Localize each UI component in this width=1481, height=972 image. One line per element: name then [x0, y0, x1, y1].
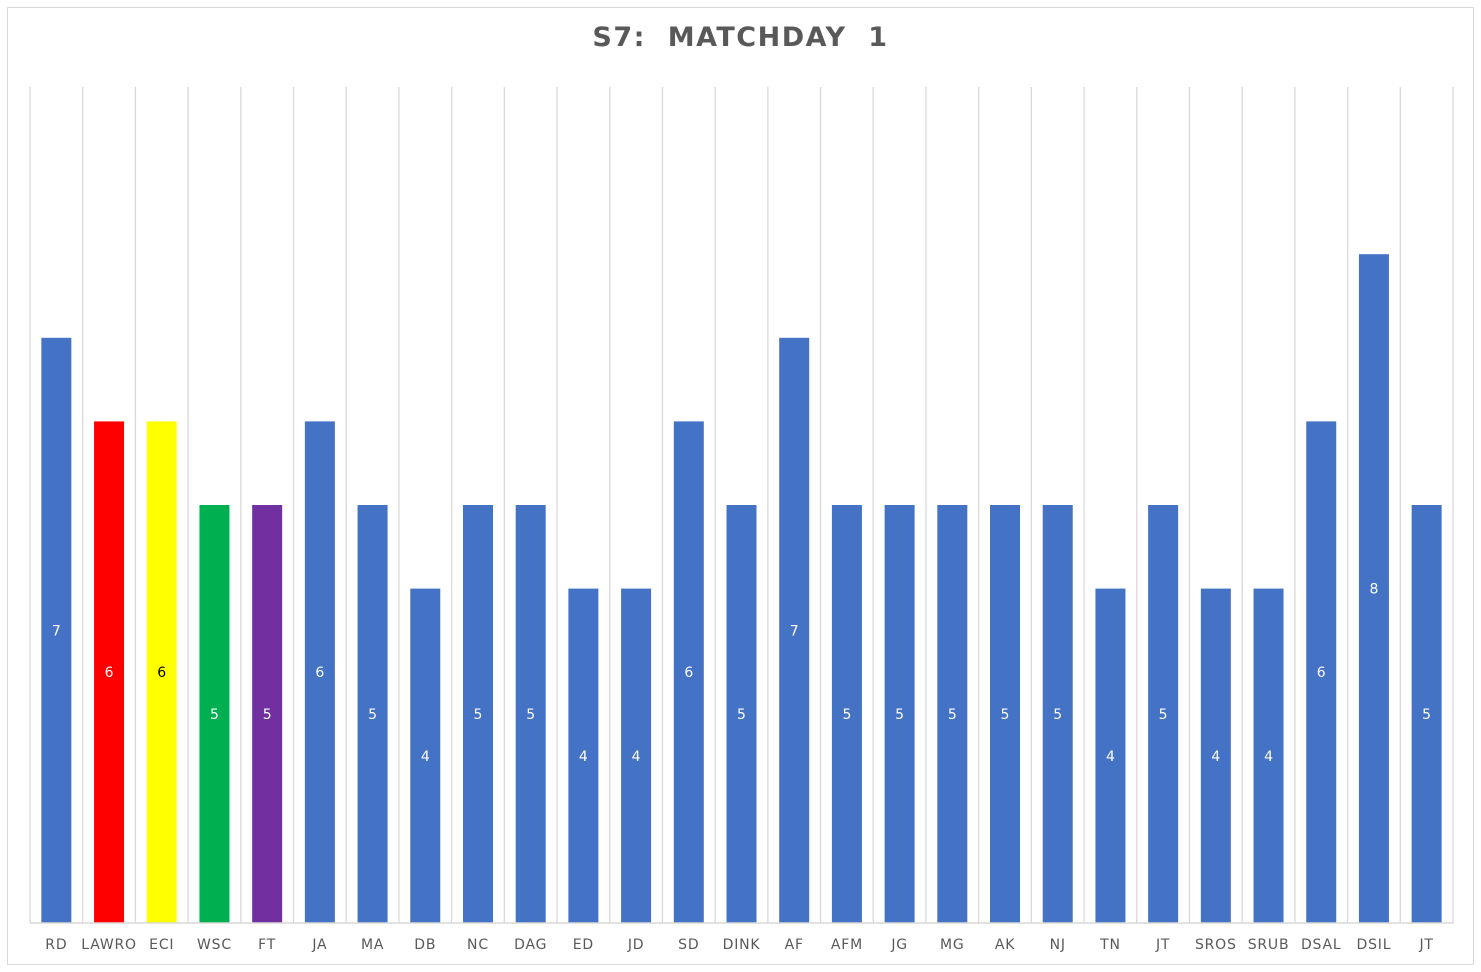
x-tick-label: NJ — [1050, 937, 1066, 953]
x-tick-label: SROS — [1195, 937, 1237, 953]
data-label: 7 — [52, 623, 61, 639]
x-tick-label: JT — [1155, 937, 1170, 953]
bar-jd — [621, 588, 652, 923]
bars — [41, 254, 1442, 923]
x-tick-label: JA — [311, 937, 327, 953]
x-tick-label: FT — [258, 937, 276, 953]
bar-ja — [304, 421, 335, 923]
data-label: 5 — [1422, 707, 1431, 723]
data-label: 5 — [474, 707, 483, 723]
bar-sros — [1200, 588, 1231, 923]
data-label: 4 — [632, 749, 641, 765]
x-tick-label: DB — [414, 937, 436, 953]
bar-ma — [357, 505, 388, 923]
bar-jt — [1148, 505, 1179, 923]
data-label: 8 — [1369, 582, 1378, 598]
bar-nc — [462, 505, 493, 923]
data-label: 4 — [1211, 749, 1220, 765]
x-tick-label: DSAL — [1301, 937, 1342, 953]
bar-nj — [1042, 505, 1073, 923]
x-tick-label: JT — [1419, 937, 1434, 953]
x-tick-label: AF — [785, 937, 804, 953]
data-label: 5 — [895, 707, 904, 723]
bar-jg — [884, 505, 915, 923]
x-tick-label: ECI — [149, 937, 174, 953]
x-tick-labels: RD LAWRO ECI WSC FT JA MA DB NC DAG ED JD SD DINK AF AF… — [45, 937, 1433, 953]
x-tick-label: DAG — [514, 937, 547, 953]
data-label: 6 — [1317, 665, 1326, 681]
x-tick-label: MA — [361, 937, 384, 953]
x-tick-label: DSIL — [1357, 937, 1392, 953]
data-label: 5 — [526, 707, 535, 723]
x-tick-label: SRUB — [1248, 937, 1290, 953]
data-label: 5 — [948, 707, 957, 723]
data-label: 5 — [1053, 707, 1062, 723]
bar-tn — [1095, 588, 1126, 923]
data-label: 7 — [790, 623, 799, 639]
data-label: 6 — [157, 665, 166, 681]
bar-rd — [41, 337, 72, 923]
data-label: 4 — [579, 749, 588, 765]
data-label: 6 — [105, 665, 114, 681]
x-tick-label: MG — [940, 937, 965, 953]
data-label: 4 — [1264, 749, 1273, 765]
bar-wsc — [199, 505, 230, 923]
data-label: 5 — [1001, 707, 1010, 723]
bar-dsal — [1306, 421, 1337, 923]
x-tick-label: ED — [573, 937, 594, 953]
gridlines — [29, 87, 1454, 923]
bar-lawro — [94, 421, 125, 923]
x-tick-label: AFM — [831, 937, 863, 953]
x-tick-label: AK — [995, 937, 1015, 953]
x-tick-label: WSC — [197, 937, 232, 953]
x-tick-label: TN — [1099, 937, 1121, 953]
x-tick-label: SD — [678, 937, 699, 953]
data-label: 5 — [737, 707, 746, 723]
bar-af — [779, 337, 810, 923]
data-labels: 7 6 6 5 5 6 5 4 5 5 4 4 6 5 7 5 5 5 5 5 4 5 4 4 6 8 5 — [52, 582, 1431, 765]
x-tick-label: LAWRO — [81, 937, 137, 953]
data-label: 4 — [421, 749, 430, 765]
x-tick-label: JG — [890, 937, 908, 953]
data-label: 5 — [842, 707, 851, 723]
x-tick-label: NC — [467, 937, 489, 953]
x-tick-label: JD — [627, 937, 645, 953]
data-label: 4 — [1106, 749, 1115, 765]
bar-ed — [568, 588, 599, 923]
bar-jt — [1411, 505, 1442, 923]
bar-eci — [146, 421, 177, 923]
bar-dink — [726, 505, 757, 923]
bar-db — [410, 588, 441, 923]
data-label: 6 — [684, 665, 693, 681]
bar-mg — [937, 505, 968, 923]
data-label: 5 — [263, 707, 272, 723]
x-tick-label: RD — [45, 937, 67, 953]
bar-ak — [990, 505, 1021, 923]
bar-afm — [831, 505, 862, 923]
data-label: 5 — [1159, 707, 1168, 723]
chart-title: S7: MATCHDAY 1 — [592, 22, 889, 53]
bar-sd — [673, 421, 704, 923]
bar-dsil — [1358, 254, 1389, 923]
data-label: 5 — [210, 707, 219, 723]
bar-ft — [252, 505, 283, 923]
data-label: 6 — [315, 665, 324, 681]
x-tick-label: DINK — [723, 937, 761, 953]
bar-srub — [1253, 588, 1284, 923]
data-label: 5 — [368, 707, 377, 723]
bar-dag — [515, 505, 546, 923]
